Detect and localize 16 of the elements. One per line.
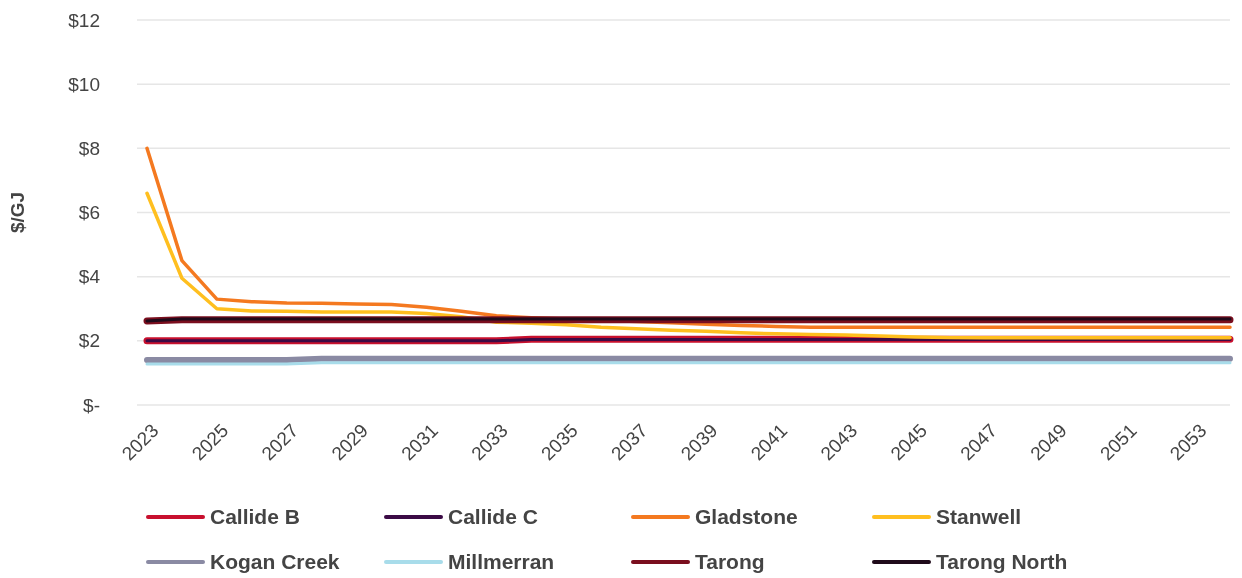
y-tick-label: $10 [68, 73, 100, 95]
y-tick-label: $2 [78, 330, 100, 352]
y-tick-label: $6 [78, 202, 100, 224]
y-tick-label: $- [83, 394, 100, 416]
legend-label: Callide C [448, 505, 538, 529]
legend-label: Callide B [210, 505, 300, 529]
legend-label: Tarong [695, 550, 765, 574]
y-tick-label: $4 [78, 266, 101, 288]
legend-label: Gladstone [695, 505, 798, 529]
y-axis-title: $/GJ [7, 191, 28, 234]
legend-label: Tarong North [936, 550, 1068, 574]
legend-label: Kogan Creek [210, 550, 340, 574]
legend-label: Stanwell [936, 505, 1022, 529]
legend-label: Millmerran [448, 550, 555, 574]
y-tick-label: $8 [78, 137, 100, 159]
y-tick-label: $12 [68, 9, 100, 31]
